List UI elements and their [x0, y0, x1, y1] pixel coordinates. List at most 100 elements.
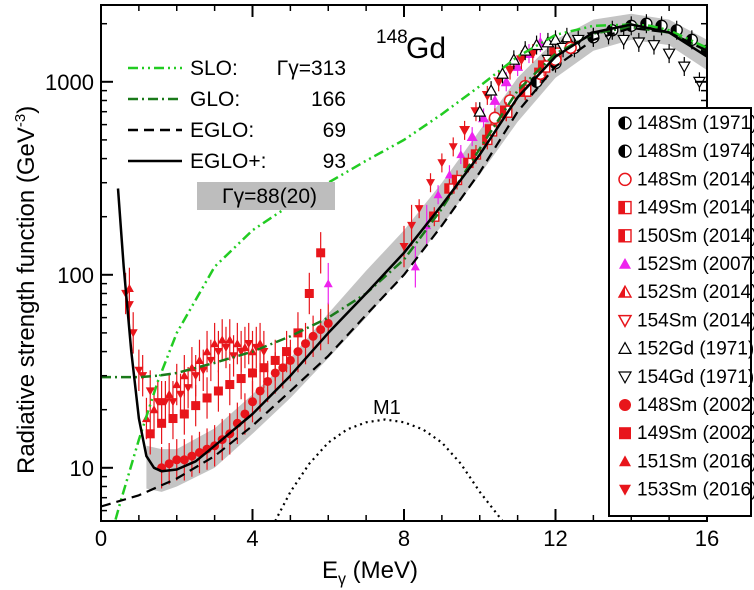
data-legend-marker: [618, 229, 632, 243]
y-axis-label: Radiative strength function (GeV-3): [12, 106, 40, 474]
data-legend-marker: [617, 314, 633, 328]
data-point: [493, 77, 505, 88]
data-point: [134, 366, 144, 375]
data-point: [240, 409, 250, 419]
data-point: [489, 95, 501, 105]
data-legend-label: 153Sm (2016): [637, 480, 754, 501]
data-point: [444, 170, 454, 179]
model-legend-value: 93: [323, 150, 346, 173]
data-legend-label: 149Sm (2002): [637, 423, 754, 444]
data-legend-label: 152Gd (1971): [637, 339, 754, 360]
data-point: [179, 371, 189, 380]
data-legend-marker: [618, 200, 632, 215]
data-legend-marker: [618, 144, 632, 158]
data-point: [316, 248, 326, 258]
data-legend-marker: [619, 399, 631, 411]
data-point: [145, 429, 155, 439]
data-point: [456, 150, 466, 159]
data-point: [210, 339, 220, 348]
data-point: [478, 112, 490, 123]
data-point: [414, 205, 424, 214]
data-legend-marker: [618, 116, 632, 130]
data-legend-marker: [619, 455, 631, 467]
data-point: [172, 380, 182, 389]
data-point: [263, 376, 273, 386]
data-point: [617, 34, 631, 47]
model-legend-name: EGLO:: [190, 119, 254, 142]
data-point: [259, 363, 269, 373]
data-point: [537, 60, 551, 73]
data-legend-marker: [618, 172, 632, 187]
data-legend-label: 148Sm (1974): [637, 141, 754, 162]
data-point: [527, 49, 539, 60]
data-point: [407, 221, 417, 231]
data-point: [500, 76, 512, 87]
data-point: [149, 405, 159, 414]
data-point: [191, 372, 201, 381]
data-point: [255, 339, 265, 348]
data-point: [191, 401, 201, 411]
model-legend-value: Γγ=313: [277, 57, 346, 80]
data-point: [172, 455, 182, 465]
data-point: [255, 386, 265, 396]
data-point: [495, 67, 509, 79]
data-point: [232, 339, 242, 348]
model-legend-value: 166: [311, 88, 346, 111]
data-legend-marker: [619, 258, 631, 269]
data-point: [437, 159, 447, 168]
data-point: [236, 374, 246, 384]
model-legend-name: SLO:: [190, 57, 238, 80]
data-point: [285, 355, 295, 365]
uncertainty-band: [146, 13, 707, 492]
title-element: Gd: [406, 32, 446, 65]
data-legend-label: 148Sm (2014): [637, 169, 754, 190]
x-tick-label: 16: [695, 526, 719, 551]
model-legend-value: 69: [323, 119, 346, 142]
y-tick-label: 10: [70, 456, 94, 481]
data-point: [194, 355, 204, 365]
x-axis-label: Eγ (MeV): [322, 557, 418, 588]
data-point: [426, 179, 436, 188]
data-point: [448, 143, 458, 152]
model-legend: SLO: Γγ=313 GLO: 166 EGLO: 69 EGLO+: 93: [128, 57, 346, 173]
data-point: [515, 55, 527, 66]
data-legend-label: 148Sm (2002): [637, 395, 754, 416]
data-point: [677, 61, 691, 74]
data-legend-marker: [619, 427, 631, 440]
x-tick-label: 0: [95, 526, 107, 551]
model-legend-name: EGLO+:: [190, 150, 266, 173]
data-legend-label: 148Sm (1971): [637, 113, 754, 134]
data-point: [647, 40, 661, 52]
data-point: [433, 190, 443, 199]
data-legend-marker: [617, 284, 633, 298]
data-point: [145, 387, 155, 396]
data-legend: 148Sm (1971) 148Sm (1974) 148Sm (2014) 149S…: [608, 107, 754, 517]
data-point: [473, 104, 487, 117]
data-point: [213, 347, 223, 357]
band-legend: Γγ=88(20): [197, 182, 335, 210]
data-legend-marker: [619, 484, 631, 496]
data-point: [157, 418, 167, 428]
data-point: [225, 335, 235, 344]
data-legend-box: [608, 107, 752, 517]
data-point: [198, 366, 208, 375]
data-point: [278, 363, 288, 373]
data-point: [202, 347, 212, 356]
data-point: [202, 393, 212, 403]
y-tick-label: 1000: [45, 70, 94, 95]
data-point: [179, 409, 189, 419]
m1-label: M1: [373, 397, 401, 419]
data-legend-label: 154Gd (1971): [637, 367, 754, 388]
data-point: [301, 339, 311, 349]
data-point: [176, 390, 186, 399]
band-legend-label: Γγ=88(20): [222, 185, 317, 208]
data-point: [662, 48, 676, 61]
data-legend-marker: [617, 371, 633, 385]
data-point: [399, 242, 409, 252]
data-point: [500, 105, 513, 118]
data-point: [632, 37, 646, 50]
plot-area: [101, 13, 707, 521]
data-point: [293, 347, 303, 357]
data-point: [504, 65, 516, 76]
